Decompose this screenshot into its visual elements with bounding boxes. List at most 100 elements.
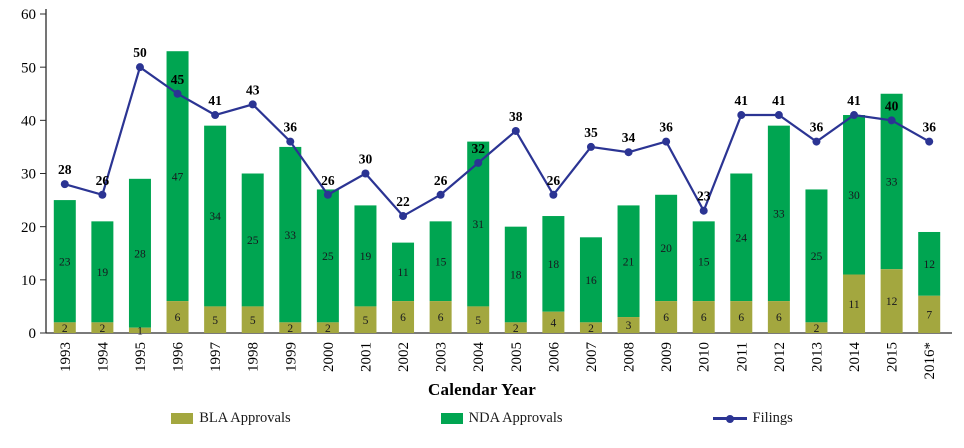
bla-bar-segment	[354, 306, 377, 333]
x-tick-label: 1996	[171, 342, 187, 373]
legend-item-bla: BLA Approvals	[171, 410, 291, 427]
filings-point	[925, 137, 934, 146]
filings-point	[436, 190, 445, 199]
x-tick-label: 1994	[95, 342, 111, 373]
filings-point	[549, 190, 558, 199]
legend-label-bla: BLA Approvals	[199, 410, 291, 426]
nda-bar-segment	[692, 221, 715, 302]
filings-point	[211, 111, 220, 120]
filings-point	[624, 148, 633, 157]
x-tick-label: 2000	[321, 342, 337, 372]
bla-bar-segment	[467, 306, 490, 333]
nda-bar-value: 24	[736, 232, 748, 244]
filings-value: 23	[697, 189, 711, 204]
filings-point	[511, 126, 520, 135]
bla-bar-value: 12	[886, 296, 898, 308]
x-tick-label: 1998	[246, 342, 262, 372]
filings-point	[60, 180, 69, 189]
x-tick-label: 2015	[885, 342, 901, 372]
nda-bar-segment	[579, 237, 602, 323]
x-tick-label: 2009	[659, 342, 675, 372]
bla-bar-segment	[429, 301, 452, 333]
y-tick-label: 0	[29, 326, 37, 342]
x-tick-label: 2010	[697, 342, 713, 372]
bla-bar-value: 5	[250, 315, 256, 327]
bla-swatch	[171, 413, 194, 424]
nda-bar-segment	[655, 194, 678, 302]
x-tick-label: 2013	[809, 342, 825, 372]
bla-bar-segment	[504, 322, 527, 333]
filings-point	[173, 89, 182, 98]
bla-bar-value: 2	[62, 323, 68, 335]
y-tick-label: 40	[21, 113, 36, 129]
filings-point	[850, 111, 859, 120]
bla-bar-segment	[241, 306, 264, 333]
x-tick-label: 2005	[509, 342, 525, 372]
nda-bar-segment	[128, 178, 151, 328]
nda-bar-segment	[354, 205, 377, 307]
bla-bar-segment	[392, 301, 415, 333]
bla-bar-segment	[767, 301, 790, 333]
x-tick-label: 2007	[584, 342, 600, 373]
bla-bar-segment	[204, 306, 227, 333]
nda-bar-value: 21	[623, 256, 635, 268]
filings-value: 26	[434, 173, 448, 188]
filings-point	[774, 111, 783, 120]
filings-value: 41	[847, 93, 861, 108]
filings-value: 38	[509, 109, 523, 124]
nda-bar-segment	[429, 221, 452, 302]
filings-value: 28	[58, 162, 72, 177]
x-tick-label: 1993	[58, 342, 74, 372]
bla-bar-segment	[692, 301, 715, 333]
nda-bar-segment	[805, 189, 828, 323]
bla-bar-segment	[617, 317, 640, 333]
nda-bar-segment	[166, 51, 189, 302]
bla-bar-segment	[316, 322, 339, 333]
nda-bar-value: 16	[585, 275, 597, 287]
bla-bar-value: 2	[513, 323, 519, 335]
bla-bar-segment	[843, 274, 866, 333]
legend-item-nda: NDA Approvals	[440, 410, 563, 427]
nda-bar-value: 15	[698, 256, 710, 268]
filings-point	[699, 206, 708, 215]
nda-bar-value: 33	[886, 177, 898, 189]
filings-line-swatch	[712, 414, 747, 423]
x-tick-label: 2006	[546, 342, 562, 373]
bla-bar-value: 6	[438, 312, 444, 324]
filings-point	[586, 142, 595, 151]
bla-bar-segment	[166, 301, 189, 333]
bla-bar-segment	[91, 322, 114, 333]
nda-bar-segment	[617, 205, 640, 318]
y-tick-label: 20	[21, 220, 36, 236]
bla-bar-value: 1	[137, 325, 143, 337]
filings-value: 26	[547, 173, 561, 188]
bla-bar-value: 5	[363, 315, 369, 327]
nda-bar-value: 47	[172, 171, 184, 183]
bla-bar-value: 7	[926, 310, 932, 322]
nda-bar-segment	[241, 173, 264, 307]
bla-bar-value: 2	[325, 323, 331, 335]
filings-point	[737, 111, 746, 120]
legend-label-filings: Filings	[752, 410, 793, 426]
bla-bar-value: 6	[701, 312, 707, 324]
nda-bar-segment	[767, 125, 790, 302]
nda-bar-segment	[392, 242, 415, 302]
nda-bar-value: 25	[247, 235, 259, 247]
nda-bar-segment	[316, 189, 339, 323]
bla-bar-value: 11	[849, 299, 860, 311]
nda-bar-segment	[542, 216, 565, 312]
bla-bar-segment	[279, 322, 302, 333]
legend-item-filings: Filings	[712, 410, 793, 427]
y-tick-label: 10	[21, 273, 36, 289]
x-tick-label: 1995	[133, 342, 149, 372]
bla-bar-value: 6	[175, 312, 181, 324]
nda-swatch	[440, 413, 463, 424]
nda-bar-value: 34	[209, 211, 221, 223]
filings-value: 36	[922, 120, 936, 135]
nda-bar-segment	[91, 221, 114, 323]
y-tick-label: 30	[21, 167, 36, 183]
filings-value: 34	[622, 130, 636, 145]
filings-value: 26	[96, 173, 110, 188]
bla-bar-segment	[53, 322, 76, 333]
filings-value: 41	[772, 93, 786, 108]
